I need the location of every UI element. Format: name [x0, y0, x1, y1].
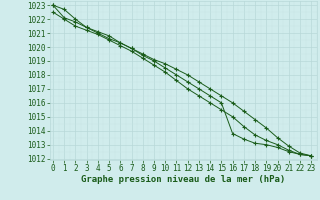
X-axis label: Graphe pression niveau de la mer (hPa): Graphe pression niveau de la mer (hPa) — [81, 175, 285, 184]
